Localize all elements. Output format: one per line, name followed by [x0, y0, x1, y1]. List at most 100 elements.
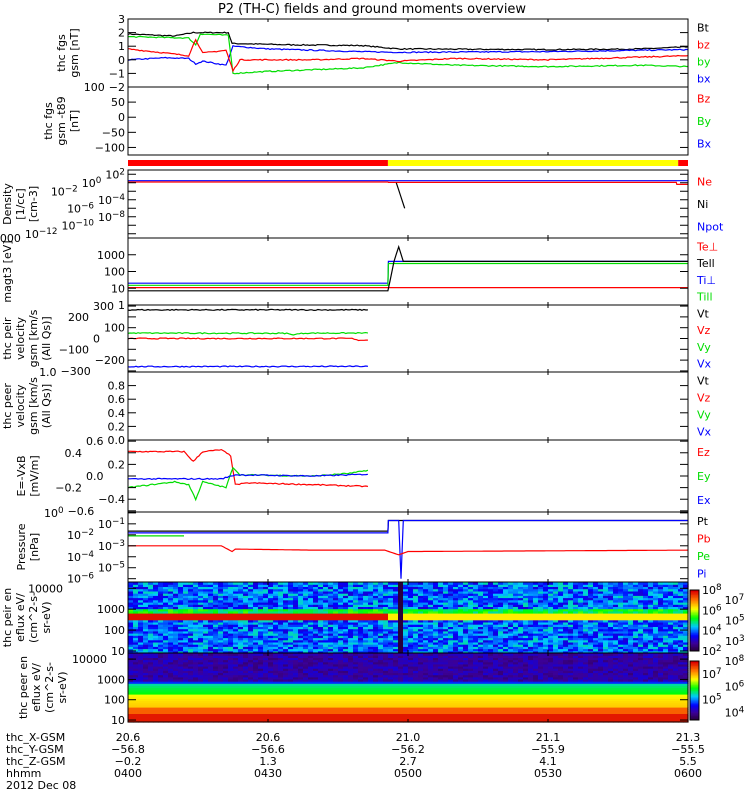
panel-frame — [128, 238, 688, 305]
y-tick-label: 0.4 — [65, 447, 83, 460]
tick-exponent: 8 — [716, 583, 722, 593]
tick-exponent: 3 — [739, 634, 745, 644]
legend-label-Te⊥: Te⊥ — [696, 240, 718, 253]
tick-base: 10 — [25, 228, 39, 241]
flag-segment — [128, 160, 388, 166]
tick-exponent: −5 — [112, 561, 125, 571]
series-line-by — [128, 34, 688, 74]
series-line-Tell — [128, 247, 688, 291]
flag-segment — [678, 160, 688, 166]
y-axis-label: magt3 [eV] — [1, 240, 14, 302]
legend-label-Tell: Tell — [696, 257, 715, 270]
y-axis-label: thc fgsgsm [nT] — [55, 28, 81, 77]
y-tick-label: 100 — [44, 506, 64, 520]
tick-base: 10 — [98, 194, 112, 207]
y-tick-label: 300 — [93, 300, 114, 313]
tick-base: 10 — [725, 615, 739, 628]
tick-exponent: −4 — [112, 193, 125, 203]
series-line-Ti⊥ — [128, 261, 688, 283]
panel-efield: 0.60.40.20.0−0.2−0.4−0.6EzEyExE=-VxB[mV/… — [15, 435, 711, 518]
legend-label-bz: bz — [697, 39, 710, 52]
tick-base: 10 — [98, 211, 112, 224]
y-tick-label: 0 — [118, 54, 125, 67]
tick-base: 10 — [51, 185, 65, 198]
y-tick-label: −1 — [109, 67, 125, 80]
tick-exponent: 0 — [96, 176, 102, 186]
tick-exponent: −4 — [81, 550, 94, 560]
series-line-Vt — [128, 309, 368, 310]
legend-label-Vt: Vt — [697, 307, 710, 320]
tick-exponent: 2 — [119, 167, 125, 177]
panel-frame — [128, 87, 688, 155]
legend-label-Ni: Ni — [697, 198, 708, 211]
y-tick-label: 0.6 — [86, 435, 104, 448]
tick-base: 10 — [67, 529, 81, 542]
tick-exponent: −6 — [81, 572, 94, 582]
y-tick-label: −2 — [109, 81, 125, 94]
y-axis-label-line: velocity — [14, 384, 27, 427]
y-axis-label-line: (All Qs)] — [40, 384, 53, 428]
tick-exponent: −12 — [39, 227, 58, 237]
y-axis-label-line: [mV/m] — [28, 455, 41, 496]
legend-label-Bt: Bt — [697, 22, 710, 35]
tick-exponent: −6 — [81, 201, 94, 211]
y-tick-label: 100 — [104, 266, 125, 279]
y-tick-label: 100 — [104, 624, 125, 637]
y-axis-label-line: gsm [km/s — [27, 309, 40, 367]
y-tick-label: 0.2 — [108, 458, 126, 471]
tick-base: 10 — [98, 518, 112, 531]
y-tick-label: 1 — [118, 299, 125, 312]
y-tick-label: 10−3 — [98, 539, 125, 553]
tick-exponent: 5 — [739, 614, 745, 624]
tick-base: 10 — [105, 168, 119, 181]
tick-base: 10 — [725, 594, 739, 607]
y-tick-label: −200 — [95, 354, 125, 367]
y-tick-label: 10 — [111, 645, 125, 658]
tick-base: 10 — [98, 540, 112, 553]
legend-label-Vz: Vz — [697, 324, 711, 337]
tick-base: 10 — [61, 219, 75, 232]
series-line-Ne — [128, 182, 688, 184]
series-line-Pb — [128, 546, 688, 555]
legend-label-Pt: Pt — [697, 515, 709, 528]
series-line-Pt — [128, 521, 688, 532]
y-tick-label: 10−2 — [51, 184, 78, 198]
tick-exponent: 2 — [716, 644, 722, 654]
y-tick-label: 10−6 — [67, 572, 94, 586]
y-axis-label: thc peir eneflux eV/(cm^2-s-sr-eV) — [1, 588, 53, 647]
y-tick-label: 200 — [68, 311, 89, 324]
tick-base: 10 — [702, 604, 716, 617]
series-line-Vz — [128, 338, 368, 341]
colorbar-tick-label: 108 — [702, 583, 722, 597]
tick-base: 10 — [702, 584, 716, 597]
tick-exponent: 4 — [716, 624, 722, 634]
panel-density: 10210010−210−410−610−810−1010−12NeNiNpot… — [1, 167, 724, 241]
y-tick-label: 10−1 — [98, 517, 125, 531]
y-tick-label: 10−6 — [67, 201, 94, 215]
y-tick-label: 10−10 — [61, 218, 94, 232]
legend-label-Vx: Vx — [697, 358, 712, 371]
colorbar-tick-label: 103 — [725, 634, 745, 648]
legend-label-Till: Till — [696, 291, 713, 304]
y-axis-label: thc peervelocitygsm [km/s(All Qs)] — [1, 377, 53, 435]
series-line-Till — [128, 264, 688, 286]
y-axis-label-line: thc peer — [1, 383, 14, 429]
legend-label-Npot: Npot — [697, 221, 724, 234]
y-tick-label: 3 — [118, 13, 125, 26]
legend-label-Vt: Vt — [697, 375, 710, 388]
colorbar-tick-label: 106 — [702, 603, 722, 617]
y-tick-label: 10−4 — [67, 550, 94, 564]
y-axis-label: thc peirvelocitygsm [km/s(All Qs)] — [1, 309, 53, 367]
y-tick-label: 0.0 — [108, 434, 126, 447]
y-tick-label: −0.4 — [98, 493, 125, 506]
legend-label-Ti⊥: Ti⊥ — [696, 274, 716, 287]
y-axis-label-line: gsm [nT] — [68, 28, 81, 77]
tick-exponent: −1 — [112, 517, 125, 527]
y-axis-label-line: Density — [1, 183, 14, 225]
